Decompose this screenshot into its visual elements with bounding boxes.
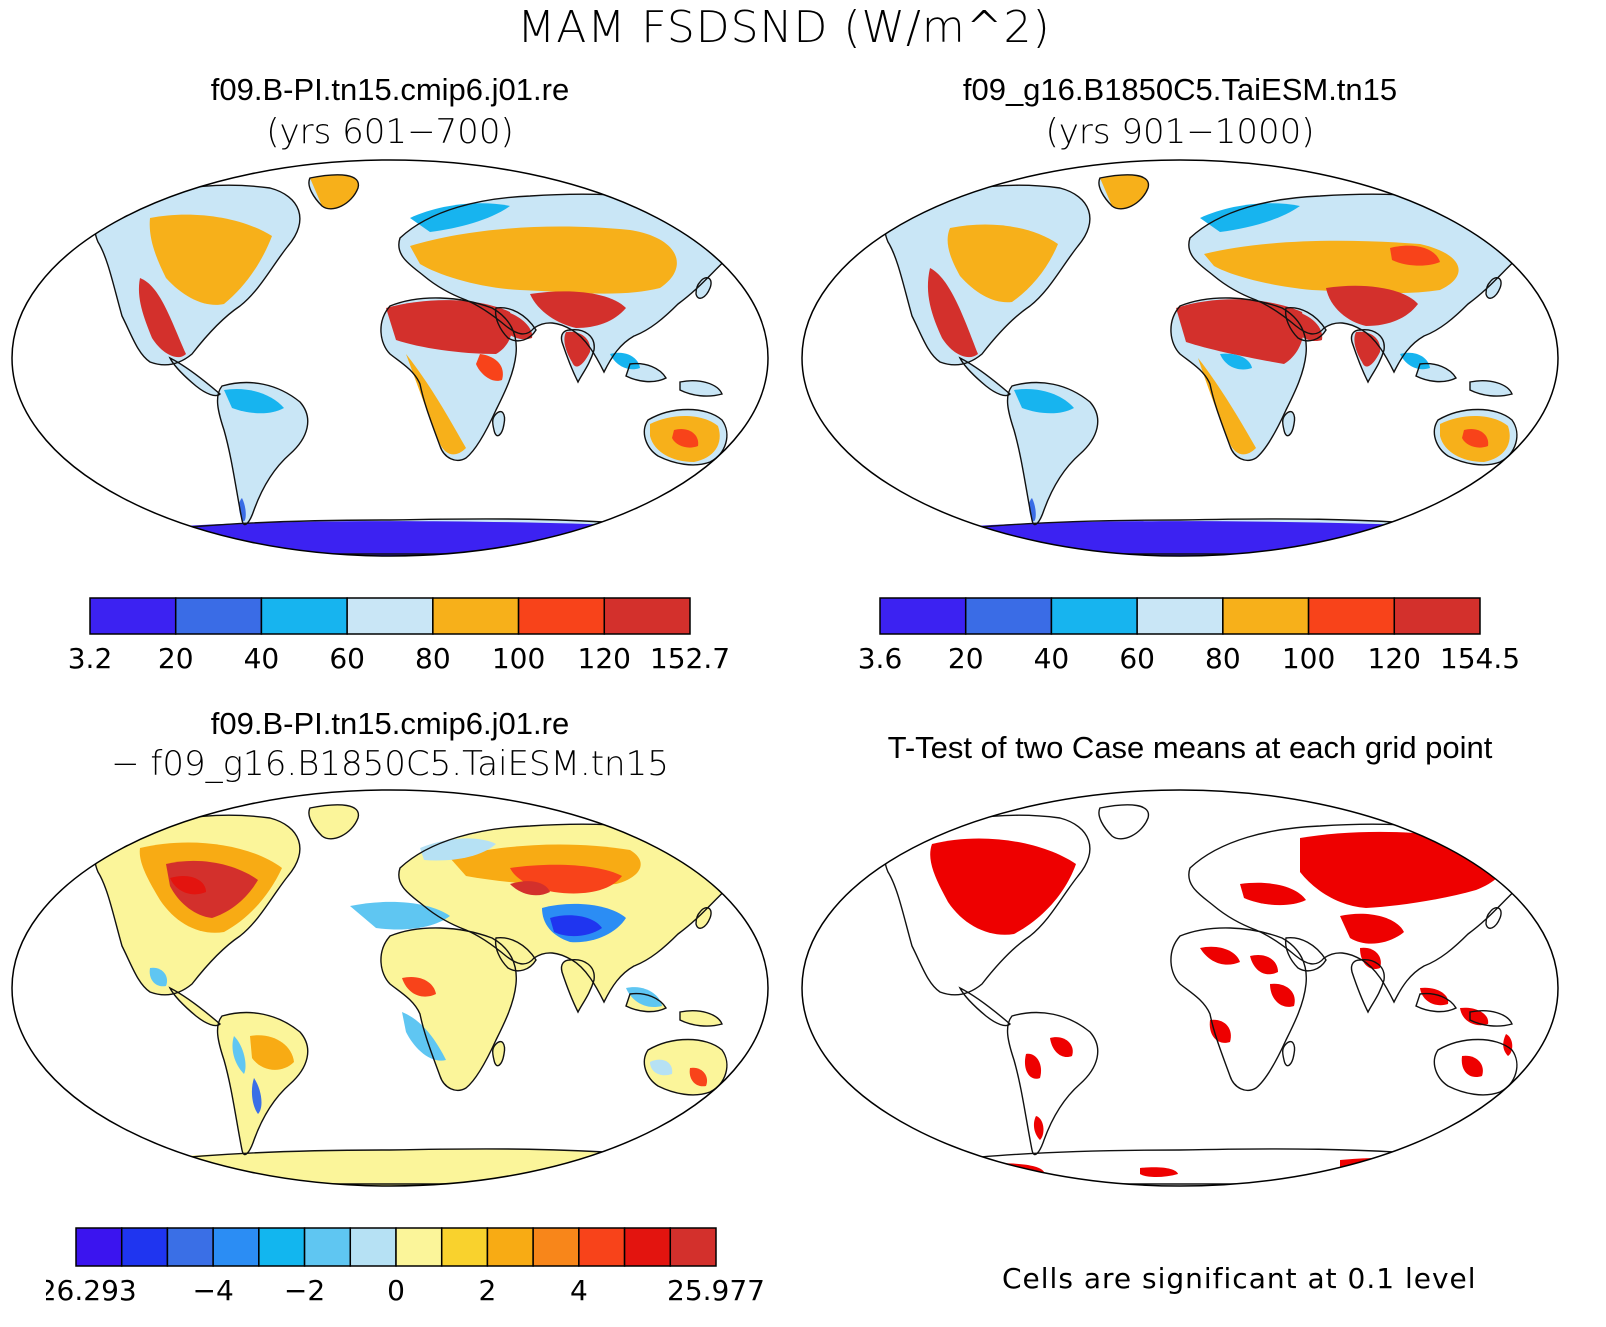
colorbar-box	[349, 1227, 397, 1267]
colorbar-box	[603, 597, 691, 635]
colorbar-box	[879, 597, 967, 635]
case2-colorbar: 3.6 20 40 60 80 100 120 154.5	[858, 597, 1520, 675]
colorbar-tick-label: −4	[193, 1274, 234, 1307]
ttest-note: Cells are significant at 0.1 level	[1002, 1262, 1477, 1295]
colorbar-tick-label: 3.2	[68, 642, 113, 675]
colorbar-tick-label: 20	[158, 642, 194, 675]
colorbar-tick-label: 154.5	[1440, 642, 1520, 675]
colorbar-box	[89, 597, 177, 635]
colorbar-tick-label: 0	[387, 1274, 405, 1307]
colorbar-tick-label: 80	[415, 642, 451, 675]
colorbar-tick-label: 4	[570, 1274, 588, 1307]
ttest-title: T-Test of two Case means at each grid po…	[887, 730, 1493, 765]
colorbar-box	[532, 1227, 580, 1267]
colorbar-box	[1393, 597, 1481, 635]
figure-title: MAM FSDSND (W/m^2)	[517, 2, 1051, 53]
colorbar-tick-label: −26.293	[46, 1274, 137, 1307]
case1-colorbar: 3.2 20 40 60 80 100 120 152.7	[68, 597, 730, 675]
colorbar-box	[440, 1227, 489, 1267]
colorbar-box	[432, 597, 520, 635]
ttest-map	[801, 789, 1559, 1187]
colorbar-tick-label: −2	[284, 1274, 325, 1307]
colorbar-box	[486, 1227, 534, 1267]
colorbar-tick-label: 100	[1282, 642, 1335, 675]
colorbar-box	[1307, 597, 1396, 635]
colorbar-box	[166, 1227, 214, 1267]
colorbar-box	[395, 1227, 443, 1267]
colorbar-box	[623, 1227, 672, 1267]
colorbar-tick-label: 3.6	[858, 642, 903, 675]
case1-title: f09.B-PI.tn15.cmip6.j01.re	[210, 72, 570, 107]
colorbar-tick-label: 40	[244, 642, 280, 675]
diff-title: f09.B-PI.tn15.cmip6.j01.re	[210, 706, 570, 741]
colorbar-box	[517, 597, 606, 635]
colorbar-box	[120, 1227, 169, 1267]
colorbar-tick-label: 120	[1368, 642, 1421, 675]
colorbar-box	[1136, 597, 1224, 635]
diff-subtitle: − f09_g16.B1850C5.TaiESM.tn15	[111, 744, 669, 784]
colorbar-box	[212, 1227, 260, 1267]
colorbar-box	[578, 1227, 626, 1267]
colorbar-tick-label: 120	[578, 642, 631, 675]
colorbar-box	[75, 1227, 123, 1267]
colorbar-tick-label: 152.7	[650, 642, 730, 675]
case1-map	[11, 159, 769, 557]
colorbar-tick-label: 25.977	[667, 1274, 765, 1307]
colorbar-tick-label: 2	[479, 1274, 497, 1307]
colorbar-box	[346, 597, 434, 635]
colorbar-tick-label: 100	[492, 642, 545, 675]
colorbar-box	[303, 1227, 352, 1267]
colorbar-box	[174, 597, 263, 635]
significant-cells	[930, 831, 1513, 1177]
case2-subtitle: (yrs 901−1000)	[1045, 112, 1315, 152]
case1-subtitle: (yrs 601−700)	[266, 112, 514, 152]
colorbar-tick-label: 60	[329, 642, 365, 675]
colorbar-tick-label: 40	[1034, 642, 1070, 675]
diff-map	[11, 789, 769, 1187]
colorbar-box	[1222, 597, 1310, 635]
colorbar-tick-label: 80	[1205, 642, 1241, 675]
colorbar-box	[1050, 597, 1138, 635]
case2-map	[801, 159, 1559, 557]
colorbar-tick-label: 20	[948, 642, 984, 675]
colorbar-box	[669, 1227, 717, 1267]
diff-colorbar: −26.293 −4 −2 0 2 4 25.977	[46, 1227, 765, 1307]
case2-title: f09_g16.B1850C5.TaiESM.tn15	[962, 72, 1398, 107]
colorbar-box	[260, 597, 348, 635]
colorbar-tick-label: 60	[1119, 642, 1155, 675]
colorbar-box	[258, 1227, 306, 1267]
colorbar-box	[964, 597, 1053, 635]
